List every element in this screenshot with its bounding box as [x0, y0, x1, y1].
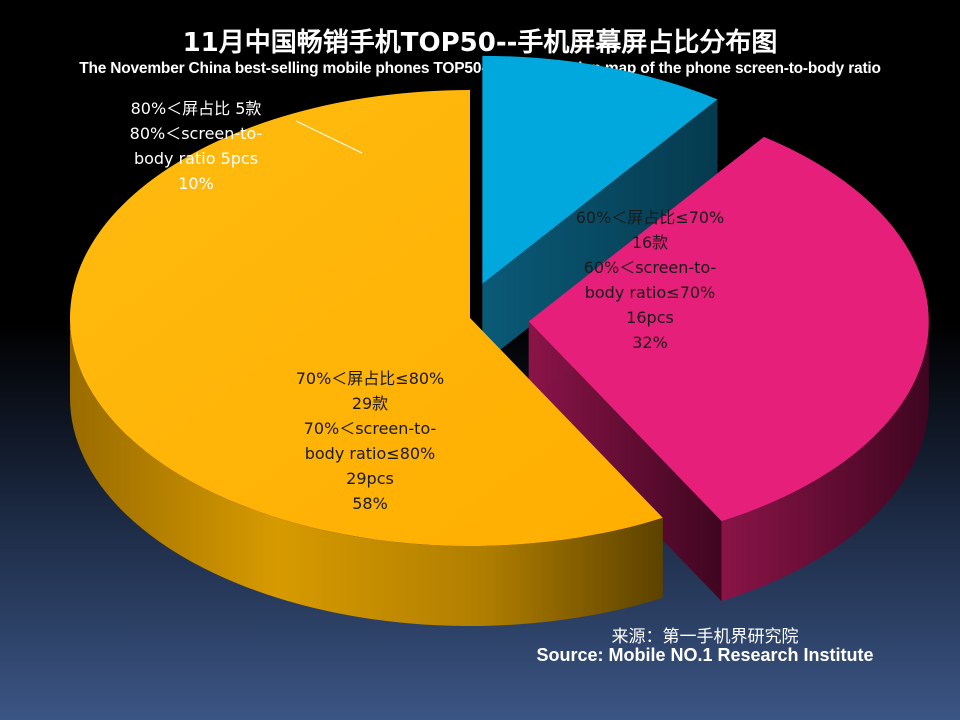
slice-label-orange: 70%＜屏占比≤80% 29款 70%＜screen-to- body rati…	[295, 369, 445, 513]
pie-slice-orange-top	[70, 90, 663, 546]
pie-slice-blue-cut-face	[482, 99, 718, 364]
source-en: Source: Mobile NO.1 Research Institute	[536, 645, 874, 665]
pie-slice-pink-top	[528, 136, 929, 522]
slice-label-blue: 80%＜屏占比 5款 80%＜screen-to- body ratio 5pc…	[129, 99, 263, 193]
pie-slice-pink	[528, 136, 929, 602]
leader-line	[295, 120, 363, 154]
chart-title-en: The November China best-selling mobile p…	[79, 60, 881, 77]
pie-slice-orange-side	[70, 318, 663, 626]
pie-slice-orange	[70, 90, 663, 626]
source-cn: 来源：第一手机界研究院	[611, 627, 799, 646]
pie-slice-blue	[482, 55, 718, 364]
pie-slice-blue-top	[482, 55, 718, 284]
slice-label-pink: 60%＜屏占比≤70% 16款 60%＜screen-to- body rati…	[575, 208, 725, 352]
pie-slice-pink-side	[721, 321, 929, 602]
pie-slice-pink-cut-face	[528, 321, 722, 602]
chart-title-cn: 11月中国畅销手机TOP50--手机屏幕屏占比分布图	[182, 28, 778, 58]
